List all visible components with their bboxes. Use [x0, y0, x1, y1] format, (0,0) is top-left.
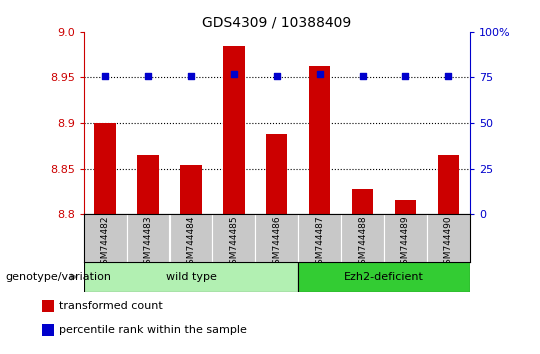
Point	[444, 73, 453, 79]
Bar	[298, 262, 470, 292]
Bar	[223, 46, 245, 214]
Bar	[94, 123, 116, 214]
Text: genotype/variation: genotype/variation	[5, 272, 111, 282]
Bar	[266, 134, 287, 214]
Point	[358, 73, 367, 79]
Bar	[341, 214, 384, 262]
Text: wild type: wild type	[166, 272, 217, 282]
Bar	[427, 214, 470, 262]
Bar	[212, 214, 255, 262]
Bar	[170, 214, 212, 262]
Text: GSM744483: GSM744483	[144, 216, 153, 270]
Text: GSM744488: GSM744488	[358, 216, 367, 270]
Title: GDS4309 / 10388409: GDS4309 / 10388409	[202, 15, 352, 29]
Text: GSM744486: GSM744486	[272, 216, 281, 270]
Text: Ezh2-deficient: Ezh2-deficient	[344, 272, 424, 282]
Bar	[255, 214, 298, 262]
Text: GSM744489: GSM744489	[401, 216, 410, 270]
Bar	[84, 262, 298, 292]
Point	[101, 73, 110, 79]
Bar	[42, 324, 53, 336]
Bar	[352, 189, 373, 214]
Bar	[437, 155, 459, 214]
Text: GSM744482: GSM744482	[100, 216, 110, 270]
Text: GSM744485: GSM744485	[230, 216, 238, 270]
Point	[273, 73, 281, 79]
Text: GSM744484: GSM744484	[186, 216, 195, 270]
Bar	[137, 155, 159, 214]
Bar	[180, 165, 201, 214]
Text: GSM744487: GSM744487	[315, 216, 324, 270]
Point	[144, 73, 152, 79]
Text: transformed count: transformed count	[59, 301, 163, 311]
Point	[187, 73, 195, 79]
Text: GSM744490: GSM744490	[444, 216, 453, 270]
Text: percentile rank within the sample: percentile rank within the sample	[59, 325, 246, 335]
Bar	[309, 67, 330, 214]
Point	[315, 71, 324, 76]
Bar	[395, 200, 416, 214]
Point	[230, 71, 238, 76]
Bar	[127, 214, 170, 262]
Bar	[84, 214, 126, 262]
Bar	[298, 214, 341, 262]
Point	[401, 73, 410, 79]
Bar	[42, 300, 53, 312]
Bar	[384, 214, 427, 262]
